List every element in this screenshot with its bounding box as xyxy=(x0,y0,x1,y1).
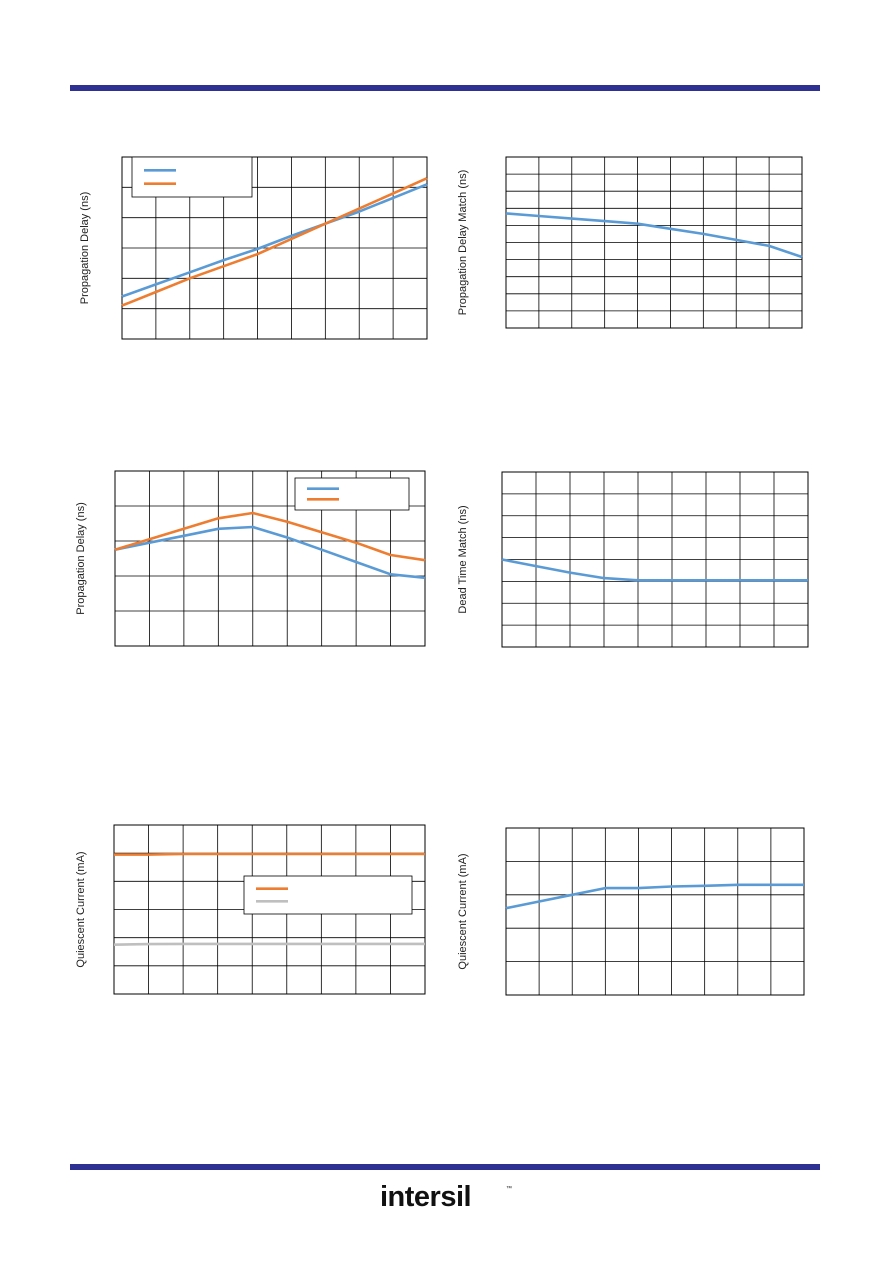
plot-area xyxy=(505,827,805,996)
y-axis-label: Propagation Delay (ns) xyxy=(75,502,87,615)
series-line-gray xyxy=(113,942,425,946)
footer-rule xyxy=(70,1164,820,1170)
series-line-blue xyxy=(505,212,803,259)
chart-quiescent-current-single: Quiescent Current (mA) xyxy=(457,827,805,996)
chart-propagation-delay-peak: Propagation Delay (ns) xyxy=(75,470,426,647)
legend-box xyxy=(294,477,410,511)
intersil-logo: intersil ™ xyxy=(380,1181,512,1213)
series-line-blue xyxy=(114,525,426,580)
legend-box xyxy=(243,875,413,915)
chart-dead-time-match: Dead Time Match (ns) xyxy=(457,471,809,648)
y-axis-label: Dead Time Match (ns) xyxy=(457,505,469,613)
series-line-orange xyxy=(114,511,426,562)
chart-propagation-delay-vs-x: Propagation Delay (ns) xyxy=(79,156,428,340)
chart-quiescent-current-two-series: Quiescent Current (mA) xyxy=(75,824,426,995)
series-line-blue xyxy=(501,558,808,582)
y-axis-label: Quiescent Current (mA) xyxy=(75,851,87,967)
series-line-blue xyxy=(121,183,428,298)
svg-text:™: ™ xyxy=(506,1185,512,1192)
chart-propagation-delay-match: Propagation Delay Match (ns) xyxy=(457,156,803,329)
legend-box xyxy=(131,156,253,198)
y-axis-label: Propagation Delay (ns) xyxy=(79,192,91,305)
y-axis-label: Propagation Delay Match (ns) xyxy=(457,170,469,316)
header-rule xyxy=(70,85,820,91)
y-axis-label: Quiescent Current (mA) xyxy=(457,853,469,969)
svg-text:intersil: intersil xyxy=(380,1181,471,1213)
series-line-orange xyxy=(114,852,425,856)
series-line-orange xyxy=(121,177,428,307)
series-line-blue xyxy=(505,883,804,910)
